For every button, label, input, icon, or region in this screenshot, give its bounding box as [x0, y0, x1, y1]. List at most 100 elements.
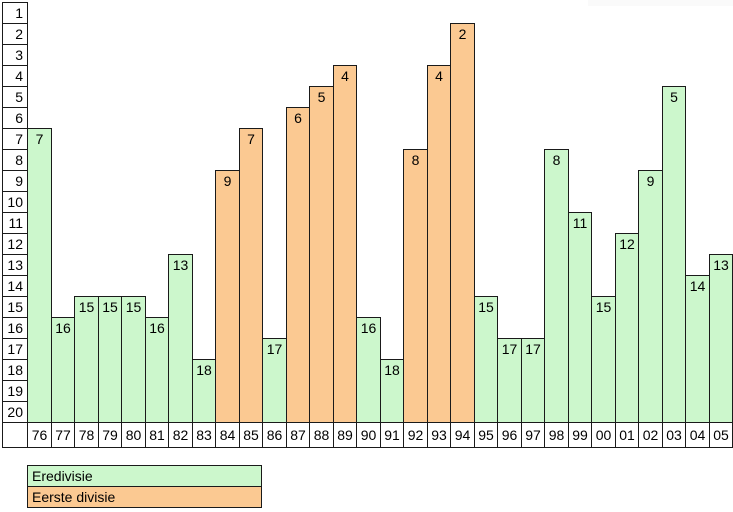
- bar-95: 15: [474, 296, 498, 423]
- x-axis-cell-88: 88: [309, 422, 334, 448]
- x-axis-cell-89: 89: [333, 422, 357, 448]
- x-axis-cell-93: 93: [427, 422, 451, 448]
- bar-value-label: 9: [646, 173, 655, 189]
- bar-value-label: 4: [435, 68, 443, 84]
- bar-97: 17: [521, 338, 545, 423]
- bar-value-label: 6: [294, 110, 302, 126]
- x-axis-cell-79: 79: [98, 422, 122, 448]
- bar-84: 9: [215, 170, 240, 423]
- bar-value-label: 7: [35, 131, 44, 147]
- x-axis-cell-04: 04: [685, 422, 710, 448]
- bar-02: 9: [638, 170, 663, 423]
- bar-93: 4: [427, 65, 451, 423]
- bar-value-label: 9: [223, 173, 232, 189]
- x-axis-cell-97: 97: [521, 422, 545, 448]
- bar-77: 16: [51, 317, 75, 423]
- bar-value-label: 13: [713, 257, 729, 273]
- bar-value-label: 12: [619, 236, 635, 252]
- y-axis-cell-8: 8: [2, 149, 28, 171]
- bar-98: 8: [544, 149, 569, 423]
- x-axis-cell-85: 85: [239, 422, 263, 448]
- bar-value-label: 17: [501, 341, 518, 357]
- bar-82: 13: [168, 254, 193, 423]
- bar-94: 2: [450, 23, 475, 423]
- x-axis-cell-91: 91: [380, 422, 404, 448]
- bar-80: 15: [121, 296, 146, 423]
- bar-value-label: 16: [360, 320, 377, 336]
- y-axis-cell-15: 15: [2, 296, 28, 318]
- bar-92: 8: [403, 149, 428, 423]
- x-axis-cell-95: 95: [474, 422, 498, 448]
- bar-value-label: 18: [196, 362, 212, 378]
- bar-78: 15: [74, 296, 99, 423]
- bar-76: 7: [27, 128, 52, 423]
- bar-81: 16: [145, 317, 169, 423]
- x-axis-cell-82: 82: [168, 422, 193, 448]
- x-axis-cell-00: 00: [591, 422, 616, 448]
- bar-85: 7: [239, 128, 263, 423]
- bar-value-label: 15: [78, 299, 95, 315]
- bar-value-label: 15: [125, 299, 142, 315]
- x-axis-cell-77: 77: [51, 422, 75, 448]
- y-axis-cell-2: 2: [2, 23, 28, 45]
- x-axis-cell-01: 01: [615, 422, 639, 448]
- x-axis-cell-02: 02: [638, 422, 663, 448]
- x-axis-cell-03: 03: [662, 422, 686, 448]
- x-axis-cell-86: 86: [262, 422, 287, 448]
- y-axis-cell-19: 19: [2, 380, 28, 402]
- bar-value-label: 2: [458, 26, 467, 42]
- x-axis-cell-81: 81: [145, 422, 169, 448]
- y-axis-cell-16: 16: [2, 317, 28, 339]
- bar-03: 5: [662, 86, 686, 423]
- y-axis-cell-9: 9: [2, 170, 28, 192]
- legend-item-eerste-divisie: Eerste divisie: [27, 486, 262, 508]
- bar-value-label: 15: [595, 299, 612, 315]
- bar-04: 14: [685, 275, 710, 423]
- bar-00: 15: [591, 296, 616, 423]
- bar-value-label: 13: [172, 257, 189, 273]
- bar-value-label: 18: [384, 362, 400, 378]
- y-axis-cell-5: 5: [2, 86, 28, 108]
- bar-value-label: 17: [266, 341, 283, 357]
- y-axis-cell-4: 4: [2, 65, 28, 87]
- bar-87: 6: [286, 107, 310, 423]
- x-axis-cell-80: 80: [121, 422, 146, 448]
- y-axis-cell-1: 1: [2, 2, 28, 24]
- x-axis-cell-78: 78: [74, 422, 99, 448]
- x-axis-cell-76: 76: [27, 422, 52, 448]
- legend-item-eredivisie: Eredivisie: [27, 465, 262, 487]
- x-axis-cell-96: 96: [497, 422, 522, 448]
- y-axis-cell-12: 12: [2, 233, 28, 255]
- y-axis-cell-18: 18: [2, 359, 28, 381]
- bar-value-label: 15: [102, 299, 118, 315]
- x-axis-cell-87: 87: [286, 422, 310, 448]
- bar-value-label: 5: [317, 89, 326, 105]
- bar-91: 18: [380, 359, 404, 423]
- bar-96: 17: [497, 338, 522, 423]
- bar-value-label: 5: [670, 89, 678, 105]
- y-axis-cell-7: 7: [2, 128, 28, 150]
- x-axis-cell-83: 83: [192, 422, 216, 448]
- bar-90: 16: [356, 317, 381, 423]
- y-axis-cell-14: 14: [2, 275, 28, 297]
- bar-88: 5: [309, 86, 334, 423]
- x-axis-cell-92: 92: [403, 422, 428, 448]
- bar-value-label: 17: [525, 341, 541, 357]
- bar-value-label: 11: [572, 215, 588, 231]
- bar-86: 17: [262, 338, 287, 423]
- x-axis-cell-90: 90: [356, 422, 381, 448]
- y-axis-cell-20: 20: [2, 401, 28, 423]
- y-axis-cell-17: 17: [2, 338, 28, 360]
- bar-89: 4: [333, 65, 357, 423]
- y-axis-cell-3: 3: [2, 44, 28, 66]
- bar-value-label: 16: [55, 320, 71, 336]
- x-axis-cell-99: 99: [568, 422, 592, 448]
- bar-value-label: 7: [247, 131, 255, 147]
- y-axis-cell-6: 6: [2, 107, 28, 129]
- bar-79: 15: [98, 296, 122, 423]
- bar-99: 11: [568, 212, 592, 423]
- bar-value-label: 8: [411, 152, 420, 168]
- bar-value-label: 16: [149, 320, 165, 336]
- x-axis-cell-94: 94: [450, 422, 475, 448]
- legend: Eredivisie Eerste divisie: [27, 465, 262, 508]
